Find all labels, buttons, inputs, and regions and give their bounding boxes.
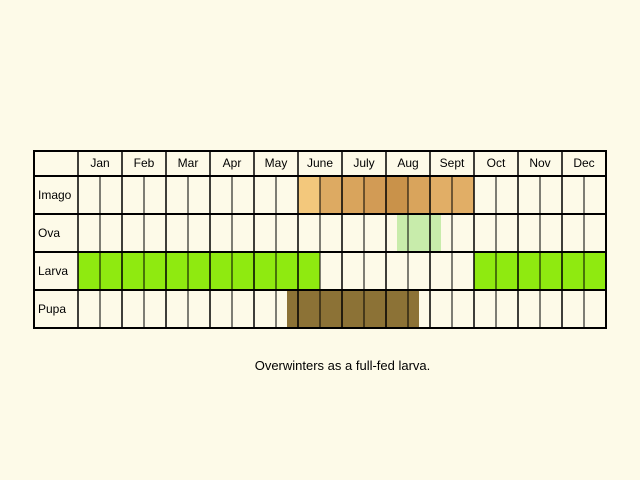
month-label-oct: Oct — [487, 156, 506, 170]
month-label-dec: Dec — [573, 156, 594, 170]
imago-bar-2 — [342, 176, 364, 214]
month-label-feb: Feb — [134, 156, 155, 170]
month-label-apr: Apr — [223, 156, 242, 170]
stage-label-imago: Imago — [38, 188, 72, 202]
pupa-bar-0 — [287, 290, 419, 328]
month-label-aug: Aug — [397, 156, 418, 170]
imago-bar-0 — [298, 176, 320, 214]
stage-label-larva: Larva — [38, 264, 68, 278]
imago-bar-5 — [408, 176, 430, 214]
caption-note: Overwinters as a full-fed larva. — [254, 358, 431, 373]
table-border — [33, 150, 607, 329]
imago-bar-4 — [386, 176, 408, 214]
stage-label-ova: Ova — [38, 226, 60, 240]
month-label-nov: Nov — [529, 156, 550, 170]
imago-bar-1 — [320, 176, 342, 214]
stage-label-pupa: Pupa — [38, 302, 66, 316]
month-label-jan: Jan — [90, 156, 109, 170]
month-label-mar: Mar — [178, 156, 199, 170]
month-label-may: May — [265, 156, 288, 170]
month-label-sept: Sept — [440, 156, 465, 170]
ova-bar-0 — [397, 214, 441, 252]
imago-bar-3 — [364, 176, 386, 214]
larva-bar-0 — [78, 252, 320, 290]
month-label-june: June — [307, 156, 333, 170]
month-label-july: July — [353, 156, 374, 170]
